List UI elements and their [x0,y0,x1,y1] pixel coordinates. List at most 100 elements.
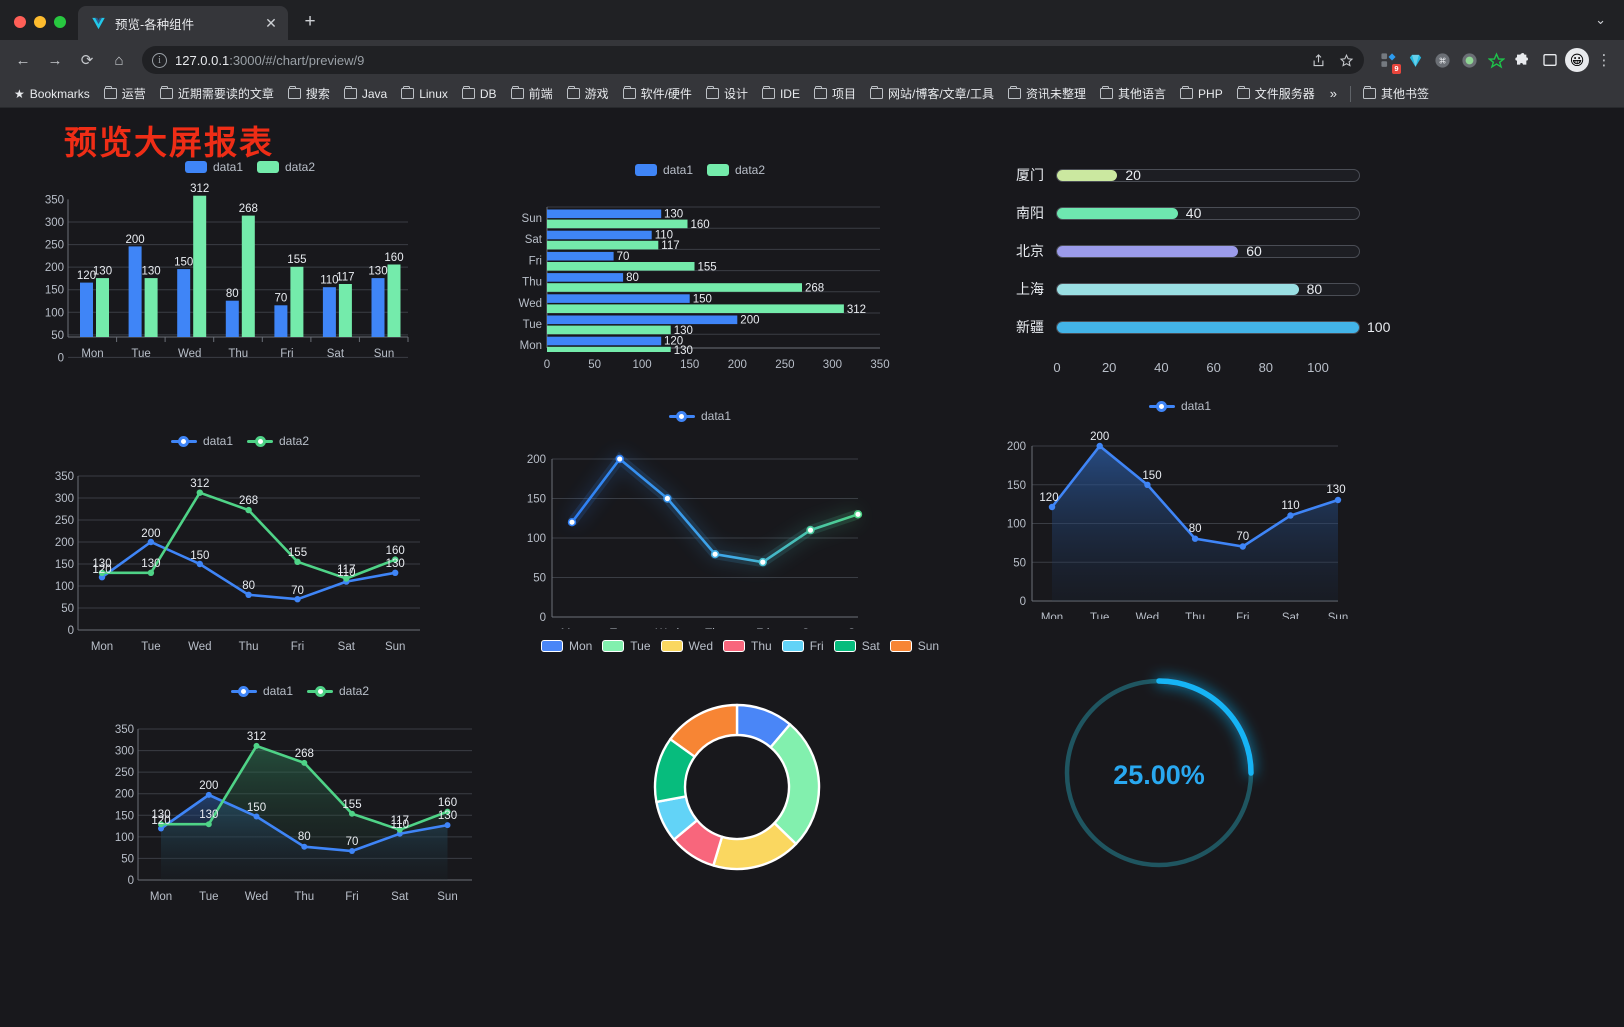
progress-row[interactable]: 新疆 100 [1000,308,1390,346]
bookmark-folder[interactable]: Linux [395,84,454,104]
data-points[interactable] [567,454,863,567]
bookmark-folder[interactable]: 软件/硬件 [617,82,698,105]
avatar[interactable]: 😀 [1565,48,1589,72]
svg-text:Tue: Tue [199,891,218,903]
legend-item-data2[interactable]: data2 [707,163,765,177]
address-bar[interactable]: i 127.0.0.1:3000/#/chart/preview/9 [142,46,1364,74]
folder-icon [1008,85,1021,99]
legend-item-wed[interactable]: Wed [660,639,713,653]
close-window-button[interactable] [14,16,26,28]
progress-label: 北京 [1016,243,1044,259]
bookmarks-overflow-button[interactable]: » [1329,86,1337,101]
progress-track[interactable]: 20 [1056,167,1360,183]
svg-text:Thu: Thu [1185,612,1205,619]
bookmark-folder[interactable]: 网站/博客/文章/工具 [864,82,1000,105]
progress-row[interactable]: 上海 80 [1000,270,1360,308]
bookmark-folder[interactable]: IDE [756,84,806,104]
progress-track[interactable]: 100 [1056,319,1390,335]
legend-label: data1 [212,160,243,174]
data-points-data2[interactable] [158,742,451,833]
bookmark-label: 搜索 [305,87,330,101]
progress-track[interactable]: 40 [1056,205,1360,221]
legend-item-data1[interactable]: data1 [634,163,693,177]
bookmark-folder[interactable]: 资讯未整理 [1002,82,1092,105]
svg-text:130: 130 [92,558,111,570]
legend-item-sun[interactable]: Sun [889,639,939,653]
bookmark-folder[interactable]: DB [456,84,503,104]
chevron-down-icon[interactable]: ⌄ [1595,12,1606,27]
progress-row[interactable]: 北京 60 [1000,232,1360,270]
puzzle-icon[interactable] [1511,48,1535,72]
legend-item-data2[interactable]: data2 [257,160,315,174]
bookmark-label: 其他书签 [1380,87,1429,101]
stacked-area-svg: 350 300 250 200 150 100 50 0 [115,724,472,903]
bookmark-folder[interactable]: 文件服务器 [1231,82,1321,105]
extension-blocks-icon[interactable]: 9 [1376,48,1401,74]
bookmark-folder[interactable]: 运营 [98,82,152,105]
x-axis-labels: Mon Tue Wed Thu Fri Sat Sun [150,891,458,903]
data-points[interactable] [1048,442,1342,550]
legend-item-data1[interactable]: data1 [170,434,233,448]
bookmark-folder[interactable]: 前端 [505,82,559,105]
svg-text:50: 50 [61,603,74,615]
new-tab-button[interactable]: + [304,11,316,32]
home-button[interactable]: ⌂ [114,51,124,69]
legend-item-data1[interactable]: data1 [1148,399,1211,413]
browser-menu-button[interactable]: ⋮ [1596,52,1612,69]
forward-button[interactable]: → [47,51,63,69]
svg-text:130: 130 [674,325,693,337]
progress-row[interactable]: 厦门 20 [1000,156,1360,194]
gradient-line-chart: data1 [500,403,900,640]
svg-text:100: 100 [45,307,64,319]
legend-item-data2[interactable]: data2 [247,434,309,448]
bookmark-folder[interactable]: 设计 [700,82,754,105]
bookmarks-root[interactable]: ★ Bookmarks [8,84,96,104]
bookmark-folder[interactable]: PHP [1174,84,1229,104]
bookmark-folder[interactable]: 项目 [808,82,862,105]
dashboard-page: 预览大屏报表 data1 data2 [0,108,1624,1027]
svg-text:250: 250 [45,240,64,252]
legend-swatch [781,640,804,652]
legend-item-data1[interactable]: data1 [184,160,243,174]
bookmark-folder[interactable]: 搜索 [282,82,336,105]
legend-item-mon[interactable]: Mon [540,639,592,653]
legend-item-tue[interactable]: Tue [602,639,651,653]
star-icon[interactable] [1334,48,1358,72]
other-bookmarks-folder[interactable]: 其他书签 [1357,82,1435,105]
legend-item-thu[interactable]: Thu [723,639,772,653]
legend-item-fri[interactable]: Fri [781,639,824,653]
green-star-icon[interactable] [1484,48,1508,72]
svg-text:350: 350 [115,724,134,736]
legend-line [307,685,333,697]
share-icon[interactable] [1306,48,1330,72]
tab-strip: 预览-各种组件 ✕ + ⌄ [0,0,1624,40]
legend-item-data1[interactable]: data1 [230,684,293,698]
progress-track[interactable]: 80 [1056,281,1360,297]
sidepanel-icon[interactable] [1538,48,1562,72]
command-circle-icon[interactable]: ⌘ [1430,48,1454,72]
diamond-icon[interactable] [1403,48,1427,72]
legend-item-data2[interactable]: data2 [307,684,369,698]
data-points-data2[interactable] [98,489,399,582]
bookmark-folder[interactable]: Java [338,84,393,104]
bars[interactable] [80,195,401,337]
bars[interactable] [547,209,844,353]
bookmark-folder[interactable]: 近期需要读的文章 [154,82,280,105]
bookmark-folder[interactable]: 游戏 [561,82,615,105]
minimize-window-button[interactable] [34,16,46,28]
progress-track[interactable]: 60 [1056,243,1360,259]
legend-item-sat[interactable]: Sat [833,639,880,653]
svg-text:Sun: Sun [374,348,394,360]
reload-button[interactable]: ⟳ [80,52,94,69]
donut-slices[interactable] [653,703,821,871]
bookmark-folder[interactable]: 其他语言 [1094,82,1172,105]
green-circle-icon[interactable] [1457,48,1481,72]
maximize-window-button[interactable] [54,16,66,28]
site-info-icon[interactable]: i [152,52,167,68]
svg-text:120: 120 [92,564,111,576]
legend-item-data1[interactable]: data1 [668,409,731,423]
back-button[interactable]: ← [15,51,31,69]
progress-row[interactable]: 南阳 40 [1000,194,1360,232]
browser-tab[interactable]: 预览-各种组件 ✕ [78,6,288,40]
close-tab-button[interactable]: ✕ [265,14,277,31]
